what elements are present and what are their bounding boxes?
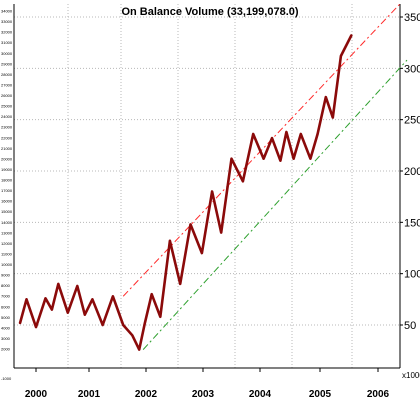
right-tick-label: 300 xyxy=(404,63,420,75)
obv-point xyxy=(325,96,327,98)
left-tick-label: 26000 xyxy=(1,93,13,98)
left-tick-label: 31000 xyxy=(1,40,13,45)
left-tick-label: 13000 xyxy=(1,230,13,235)
left-tick-label: 8000 xyxy=(1,283,11,288)
obv-point xyxy=(76,285,79,287)
x-tick-label: 2005 xyxy=(309,389,332,400)
grid xyxy=(13,4,401,369)
obv-point xyxy=(230,157,233,160)
obv-point xyxy=(201,252,203,254)
obv-point xyxy=(138,348,140,351)
obv-point xyxy=(285,131,288,133)
obv-point xyxy=(19,322,21,324)
right-tick-label: 350 xyxy=(404,12,420,24)
right-tick-label: 250 xyxy=(404,115,420,127)
right-tick-label: 150 xyxy=(404,217,420,229)
obv-point xyxy=(91,298,94,301)
left-tick-label: 25000 xyxy=(1,104,13,109)
obv-point xyxy=(252,133,254,135)
obv-point xyxy=(189,223,192,226)
left-tick-label: 3000 xyxy=(1,336,11,341)
left-tick-label: 2000 xyxy=(1,347,11,352)
left-tick-label: -1000 xyxy=(1,376,12,381)
x-tick-label: 2000 xyxy=(25,389,48,400)
right-tick-label: 50 xyxy=(404,320,416,332)
obv-point xyxy=(279,159,282,162)
left-tick-label: 15000 xyxy=(1,209,13,214)
left-tick-label: 16000 xyxy=(1,199,13,204)
obv-point xyxy=(67,311,69,314)
left-tick-label: 33000 xyxy=(1,19,13,24)
obv-point xyxy=(179,283,181,285)
x-tick-label: 2003 xyxy=(192,389,215,400)
obv-point xyxy=(292,157,295,160)
right-axis: 50 100 150 200 250 300 350 xyxy=(400,12,420,332)
trendline-lower xyxy=(142,59,408,350)
left-tick-label: 20000 xyxy=(1,156,13,161)
left-tick-label: 5000 xyxy=(1,315,11,320)
left-tick-label: 30000 xyxy=(1,51,13,56)
obv-point xyxy=(169,240,171,242)
trendlines xyxy=(122,2,408,350)
obv-point xyxy=(271,137,273,139)
obv-point xyxy=(44,297,47,300)
left-tick-label: 7000 xyxy=(1,294,11,299)
left-tick-label: 22000 xyxy=(1,135,13,140)
left-tick-label: 9000 xyxy=(1,273,11,278)
obv-point xyxy=(262,157,265,160)
left-axis: 34000 33000 32000 31000 30000 29000 28000 27000… xyxy=(1,9,13,382)
left-tick-label: 29000 xyxy=(1,61,13,66)
left-tick-label: 28000 xyxy=(1,72,13,77)
x-tick-label: 2002 xyxy=(135,389,158,400)
obv-point xyxy=(101,324,104,326)
scale-label: x1000 xyxy=(402,371,420,380)
left-tick-label: 10000 xyxy=(1,262,13,267)
x-tick-label: 2001 xyxy=(78,389,101,400)
left-tick-label: 12000 xyxy=(1,241,13,246)
obv-point xyxy=(340,55,342,57)
trendline-upper xyxy=(122,2,402,297)
obv-point xyxy=(144,322,146,324)
obv-point xyxy=(112,295,114,298)
left-tick-label: 32000 xyxy=(1,30,13,35)
left-tick-label: 18000 xyxy=(1,178,13,183)
left-tick-label: 23000 xyxy=(1,125,13,130)
obv-point xyxy=(131,334,134,337)
right-tick-label: 200 xyxy=(404,166,420,178)
chart-title: On Balance Volume (33,199,078.0) xyxy=(121,6,298,18)
left-tick-label: 11000 xyxy=(1,251,13,256)
left-tick-label: 24000 xyxy=(1,114,13,119)
obv-point xyxy=(35,326,37,328)
obv-point xyxy=(242,180,244,183)
left-tick-label: 14000 xyxy=(1,220,13,225)
left-tick-label: 6000 xyxy=(1,304,11,309)
left-tick-label: 34000 xyxy=(1,9,13,14)
left-tick-label: 21000 xyxy=(1,146,13,151)
obv-point xyxy=(316,133,319,135)
obv-point xyxy=(51,308,53,311)
obv-points xyxy=(19,34,353,351)
x-tick-label: 2004 xyxy=(249,389,272,400)
obv-point xyxy=(309,157,312,160)
left-tick-label: 17000 xyxy=(1,188,13,193)
left-tick-label: 19000 xyxy=(1,167,13,172)
obv-point xyxy=(331,116,334,119)
left-tick-label: 27000 xyxy=(1,82,13,87)
x-tick-label: 2006 xyxy=(367,389,390,400)
left-tick-label: 4000 xyxy=(1,325,11,330)
obv-point xyxy=(350,34,353,37)
obv-point xyxy=(122,324,124,326)
obv-point xyxy=(159,315,162,318)
obv-point xyxy=(150,293,153,296)
obv-point xyxy=(57,283,60,285)
obv-point xyxy=(83,313,86,316)
obv-point xyxy=(25,298,28,301)
obv-point xyxy=(300,133,302,135)
obv-point xyxy=(220,231,223,234)
x-axis: 2000 2001 2002 2003 2004 2005 2006 xyxy=(25,368,390,400)
obv-point xyxy=(211,190,213,193)
right-tick-label: 100 xyxy=(404,269,420,281)
